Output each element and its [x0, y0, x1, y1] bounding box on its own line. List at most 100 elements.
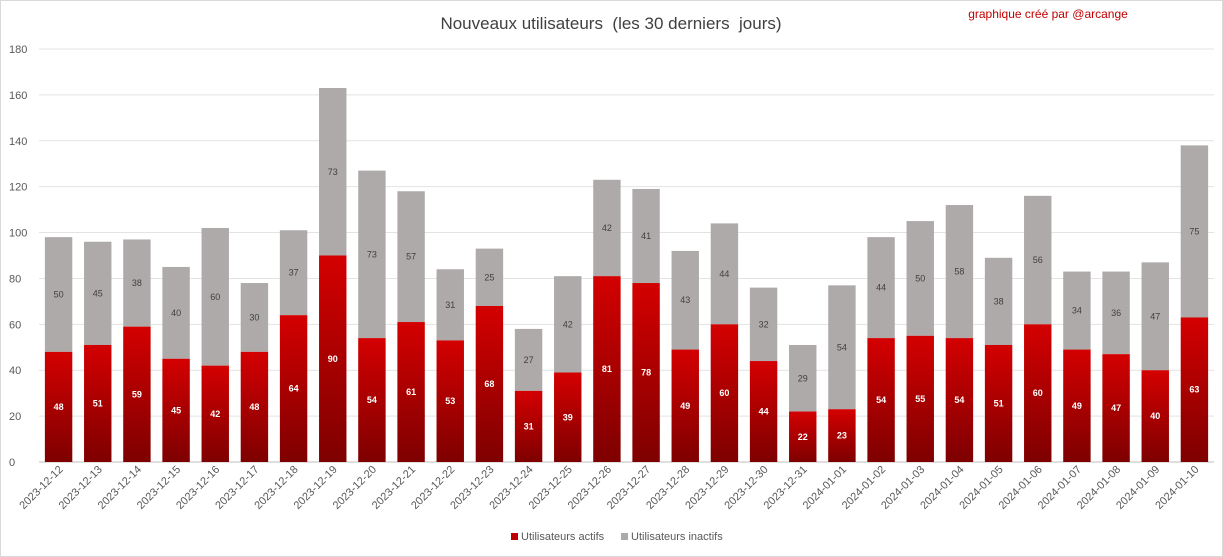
bar-inactive [906, 221, 934, 336]
data-label-active: 31 [524, 421, 534, 431]
x-axis: 2023-12-122023-12-132023-12-142023-12-15… [17, 464, 1201, 512]
legend-swatch [511, 533, 518, 540]
legend-swatch [621, 533, 628, 540]
y-tick-label: 20 [9, 411, 21, 423]
data-label-active: 63 [1189, 385, 1199, 395]
gridlines [39, 48, 1214, 463]
bar-active [906, 335, 934, 462]
bar-active [593, 276, 621, 462]
bar-active [1024, 324, 1052, 462]
data-label-inactive: 32 [759, 319, 769, 329]
bar-inactive [162, 266, 190, 359]
bar-active [123, 326, 151, 462]
bar-inactive [1141, 262, 1169, 371]
data-label-active: 60 [719, 388, 729, 398]
chart-title: Nouveaux utilisateurs (les 30 derniers j… [440, 14, 781, 33]
bar-active [240, 351, 269, 462]
bar-inactive [828, 285, 856, 410]
data-label-inactive: 37 [289, 268, 299, 278]
data-label-inactive: 27 [524, 355, 534, 365]
y-tick-label: 140 [9, 136, 27, 148]
chart-credit: graphique créé par @arcange [968, 7, 1128, 21]
data-label-active: 48 [54, 402, 64, 412]
bar-inactive [44, 237, 73, 352]
data-label-inactive: 75 [1189, 226, 1199, 236]
bar-inactive [945, 205, 974, 339]
data-label-active: 51 [93, 398, 103, 408]
bar-inactive [1102, 271, 1130, 355]
data-label-active: 39 [563, 412, 573, 422]
data-label-active: 47 [1111, 403, 1121, 413]
y-tick-label: 100 [9, 228, 27, 240]
bar-inactive [789, 344, 817, 412]
data-label-inactive: 57 [406, 252, 416, 262]
data-label-inactive: 47 [1150, 311, 1160, 321]
data-label-active: 59 [132, 389, 142, 399]
y-tick-label: 160 [9, 90, 27, 102]
bar-inactive [1063, 271, 1091, 350]
data-label-inactive: 54 [837, 342, 847, 352]
data-label-inactive: 43 [680, 295, 690, 305]
bar-inactive [749, 287, 778, 362]
bar-active [397, 322, 425, 462]
data-label-inactive: 42 [563, 319, 573, 329]
bar-inactive [240, 283, 269, 352]
data-label-inactive: 56 [1033, 255, 1043, 265]
data-label-active: 90 [328, 354, 338, 364]
data-label-inactive: 40 [171, 308, 181, 318]
data-label-active: 40 [1150, 411, 1160, 421]
bar-active [671, 349, 699, 462]
y-tick-label: 120 [9, 182, 27, 194]
data-label-active: 64 [289, 384, 299, 394]
bar-inactive [514, 328, 543, 391]
bar-active [945, 338, 974, 462]
data-label-inactive: 44 [876, 283, 886, 293]
bar-inactive [593, 179, 621, 277]
data-label-inactive: 73 [328, 167, 338, 177]
bar-active [319, 255, 347, 462]
bar-inactive [632, 188, 660, 284]
data-label-inactive: 38 [994, 296, 1004, 306]
data-label-active: 81 [602, 364, 612, 374]
bar-inactive [319, 88, 347, 256]
data-label-active: 49 [680, 401, 690, 411]
data-label-inactive: 60 [210, 292, 220, 302]
bar-inactive [475, 248, 504, 306]
bar-active [44, 351, 73, 462]
bar-active [867, 338, 895, 462]
data-label-active: 54 [876, 395, 886, 405]
data-label-active: 68 [484, 379, 494, 389]
bar-active [984, 344, 1013, 462]
y-tick-label: 0 [9, 457, 15, 469]
data-label-active: 51 [994, 398, 1004, 408]
data-label-active: 78 [641, 368, 651, 378]
data-label-inactive: 38 [132, 278, 142, 288]
y-tick-label: 80 [9, 273, 21, 285]
bar-active [749, 361, 778, 462]
bar-inactive [867, 237, 895, 339]
data-label-active: 23 [837, 431, 847, 441]
data-label-inactive: 50 [915, 273, 925, 283]
bar-active [828, 409, 856, 462]
data-label-active: 54 [954, 395, 964, 405]
data-label-active: 42 [210, 409, 220, 419]
data-label-inactive: 41 [641, 231, 651, 241]
bar-inactive [84, 241, 112, 345]
bar-active [1180, 317, 1209, 462]
data-label-inactive: 29 [798, 373, 808, 383]
bar-inactive [984, 257, 1013, 345]
y-tick-label: 40 [9, 365, 21, 377]
y-axis: 0 20 40 60 80 100 120 140 160 180 [9, 44, 27, 469]
data-label-inactive: 50 [54, 290, 64, 300]
data-label-inactive: 30 [249, 312, 259, 322]
data-label-active: 48 [249, 402, 259, 412]
bar-active [1102, 354, 1130, 462]
data-label-active: 22 [798, 432, 808, 442]
data-label-active: 54 [367, 395, 377, 405]
data-label-active: 53 [445, 396, 455, 406]
bar-active [710, 324, 739, 462]
y-tick-label: 60 [9, 319, 21, 331]
bar-active [84, 344, 112, 462]
data-label-active: 55 [915, 394, 925, 404]
